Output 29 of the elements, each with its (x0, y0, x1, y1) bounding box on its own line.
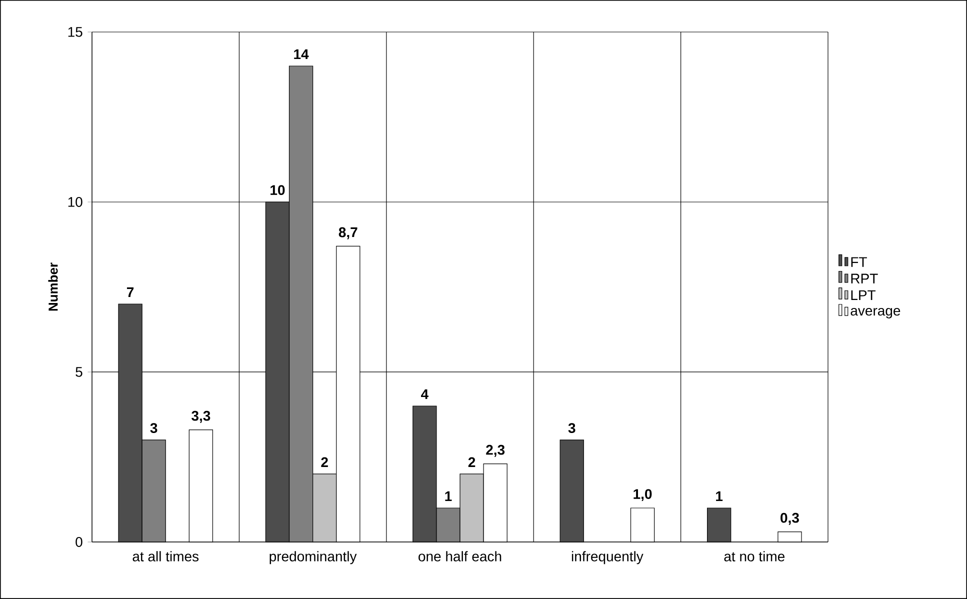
x-tick-label: one half each (418, 551, 502, 562)
data-label: 0,3 (780, 512, 799, 525)
data-label: 8,7 (338, 227, 358, 240)
x-tick-label: predominantly (270, 551, 357, 564)
y-tick-label: 0 (76, 537, 82, 547)
data-label: 14 (294, 49, 309, 60)
data-label: 2,3 (486, 444, 505, 457)
data-label: 3,3 (192, 410, 210, 423)
data-label: 2 (321, 457, 328, 468)
x-tick-label: at all times (132, 551, 199, 562)
data-label: 2 (468, 457, 476, 468)
y-tick-label: 15 (68, 27, 82, 37)
legend-label: LPT (851, 290, 876, 300)
y-tick-label: 5 (76, 367, 82, 377)
data-label: 1 (445, 491, 452, 502)
data-label: 4 (421, 389, 428, 400)
legend-label: FT (851, 257, 867, 267)
data-label: 1,0 (634, 489, 652, 502)
x-tick-label: infrequently (572, 551, 644, 564)
y-tick-label: 10 (68, 197, 82, 207)
data-label: 3 (568, 423, 576, 434)
y-axis-title: Number (48, 262, 58, 311)
data-label: 1 (716, 491, 723, 502)
data-label: 3 (150, 423, 158, 434)
data-label: 10 (270, 185, 285, 196)
data-label: 7 (126, 287, 134, 298)
legend-label: average (850, 308, 900, 318)
legend-label: RPT (851, 274, 878, 284)
x-tick-label: at no time (724, 551, 785, 562)
